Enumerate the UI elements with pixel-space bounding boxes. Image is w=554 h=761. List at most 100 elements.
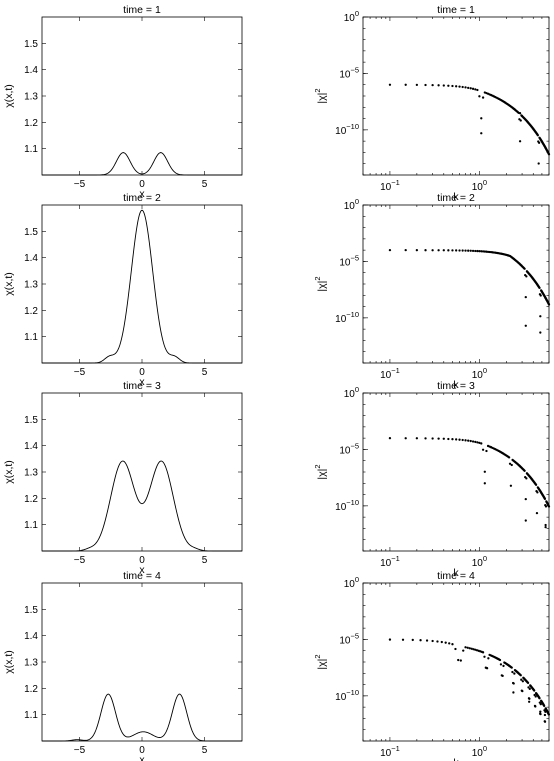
y-tick-label: 1.2 — [24, 494, 38, 505]
data-point — [476, 249, 479, 253]
data-point — [501, 674, 504, 678]
y-axis-label-exponent: 2 — [313, 88, 322, 92]
y-tick-label: 1.5 — [24, 227, 38, 238]
data-point — [415, 437, 419, 440]
data-point — [509, 484, 513, 487]
panel-left-3: −5 0 5 1.1 1.2 1.3 1.4 1.5 time = 3 x χ(x,t) — [3, 380, 243, 576]
x-axis-label: k — [453, 379, 459, 391]
data-point — [464, 439, 467, 442]
panel-title: time = 3 — [123, 380, 161, 392]
x-tick-label: 100 — [472, 178, 487, 193]
data-point — [469, 87, 472, 90]
panel-right-1: 10−1 100 100 10−5 10−10 time = 1 k |χ|2 — [313, 4, 551, 203]
x-tick-label: 0 — [139, 745, 145, 756]
data-point — [521, 690, 524, 693]
data-point — [499, 663, 503, 666]
data-point — [404, 83, 407, 86]
data-point — [518, 112, 522, 115]
axes-frame — [362, 392, 550, 552]
data-point — [537, 141, 541, 144]
y-tick-label: 10−10 — [335, 122, 359, 137]
y-tick-label: 1.1 — [24, 144, 38, 155]
data-point — [478, 441, 481, 445]
data-point — [451, 249, 454, 252]
data-point — [543, 713, 547, 717]
data-point — [544, 526, 547, 529]
x-tick-label: −5 — [74, 555, 86, 566]
axes-frame — [41, 204, 243, 364]
y-axis-label-base: |χ| — [316, 659, 328, 670]
data-point — [464, 86, 467, 89]
data-point — [404, 437, 407, 440]
data-point — [481, 448, 485, 451]
data-point — [455, 249, 458, 252]
panel-title: time = 3 — [437, 380, 475, 392]
data-point — [536, 491, 539, 494]
data-point — [467, 249, 470, 252]
y-axis-label: |χ|2 — [313, 464, 328, 479]
data-point — [544, 523, 547, 527]
data-point — [521, 680, 524, 683]
data-point — [442, 437, 445, 440]
data-point — [451, 438, 454, 441]
y-tick-label: 1.4 — [24, 65, 38, 76]
axes-frame — [362, 204, 550, 364]
x-axis-label: x — [139, 376, 145, 388]
data-point — [442, 249, 445, 252]
y-axis-label-base: |χ| — [316, 93, 328, 104]
data-point — [411, 638, 414, 642]
y-tick-label: 10−5 — [339, 65, 359, 80]
data-point — [510, 666, 513, 669]
y-tick-label: 1.1 — [24, 520, 38, 531]
data-point — [534, 483, 538, 486]
data-point — [459, 659, 462, 662]
data-point — [447, 249, 450, 252]
data-point — [455, 85, 458, 88]
data-point — [507, 456, 511, 459]
y-tick-label: 1.1 — [24, 332, 38, 343]
data-point — [483, 250, 486, 253]
panel-title: time = 2 — [437, 192, 475, 204]
data-point — [508, 462, 512, 465]
y-axis-label: |χ|2 — [313, 88, 328, 103]
y-tick-label: 100 — [344, 575, 359, 590]
data-point — [485, 667, 489, 670]
y-axis-label-base: |χ| — [316, 281, 328, 292]
data-point — [447, 437, 450, 441]
x-tick-label: 5 — [202, 367, 208, 378]
y-axis-label-exponent: 2 — [313, 464, 322, 468]
y-tick-label: 100 — [344, 9, 359, 24]
x-tick-label: 0 — [139, 555, 145, 566]
y-tick-label: 1.5 — [24, 605, 38, 616]
data-point — [511, 670, 514, 674]
y-tick-label: 10−5 — [339, 253, 359, 268]
data-point — [424, 83, 427, 87]
data-point — [469, 249, 472, 252]
data-point — [415, 249, 419, 252]
data-point — [388, 638, 392, 641]
data-point — [480, 250, 483, 253]
data-point — [481, 250, 485, 253]
data-point — [401, 638, 405, 641]
data-point — [533, 689, 536, 692]
x-axis-label: x — [139, 754, 145, 761]
y-tick-label: 1.4 — [24, 441, 38, 452]
x-tick-label: 0 — [139, 179, 145, 190]
data-point — [436, 640, 439, 643]
data-point — [481, 96, 485, 99]
data-point — [437, 249, 440, 252]
data-point — [480, 132, 483, 135]
data-point — [451, 643, 454, 646]
x-axis-label: k — [453, 191, 459, 203]
series-line — [42, 460, 242, 552]
data-point — [498, 658, 502, 662]
data-point — [464, 646, 467, 649]
x-tick-label: 5 — [202, 745, 208, 756]
y-axis-label: |χ|2 — [313, 654, 328, 669]
panel-left-1: −5 0 5 1.1 1.2 1.3 1.4 1.5 time = 1 x χ(x,t) — [3, 4, 243, 200]
data-point — [471, 440, 475, 443]
data-point — [487, 657, 490, 660]
data-point — [480, 442, 483, 445]
x-tick-label: 5 — [202, 179, 208, 190]
